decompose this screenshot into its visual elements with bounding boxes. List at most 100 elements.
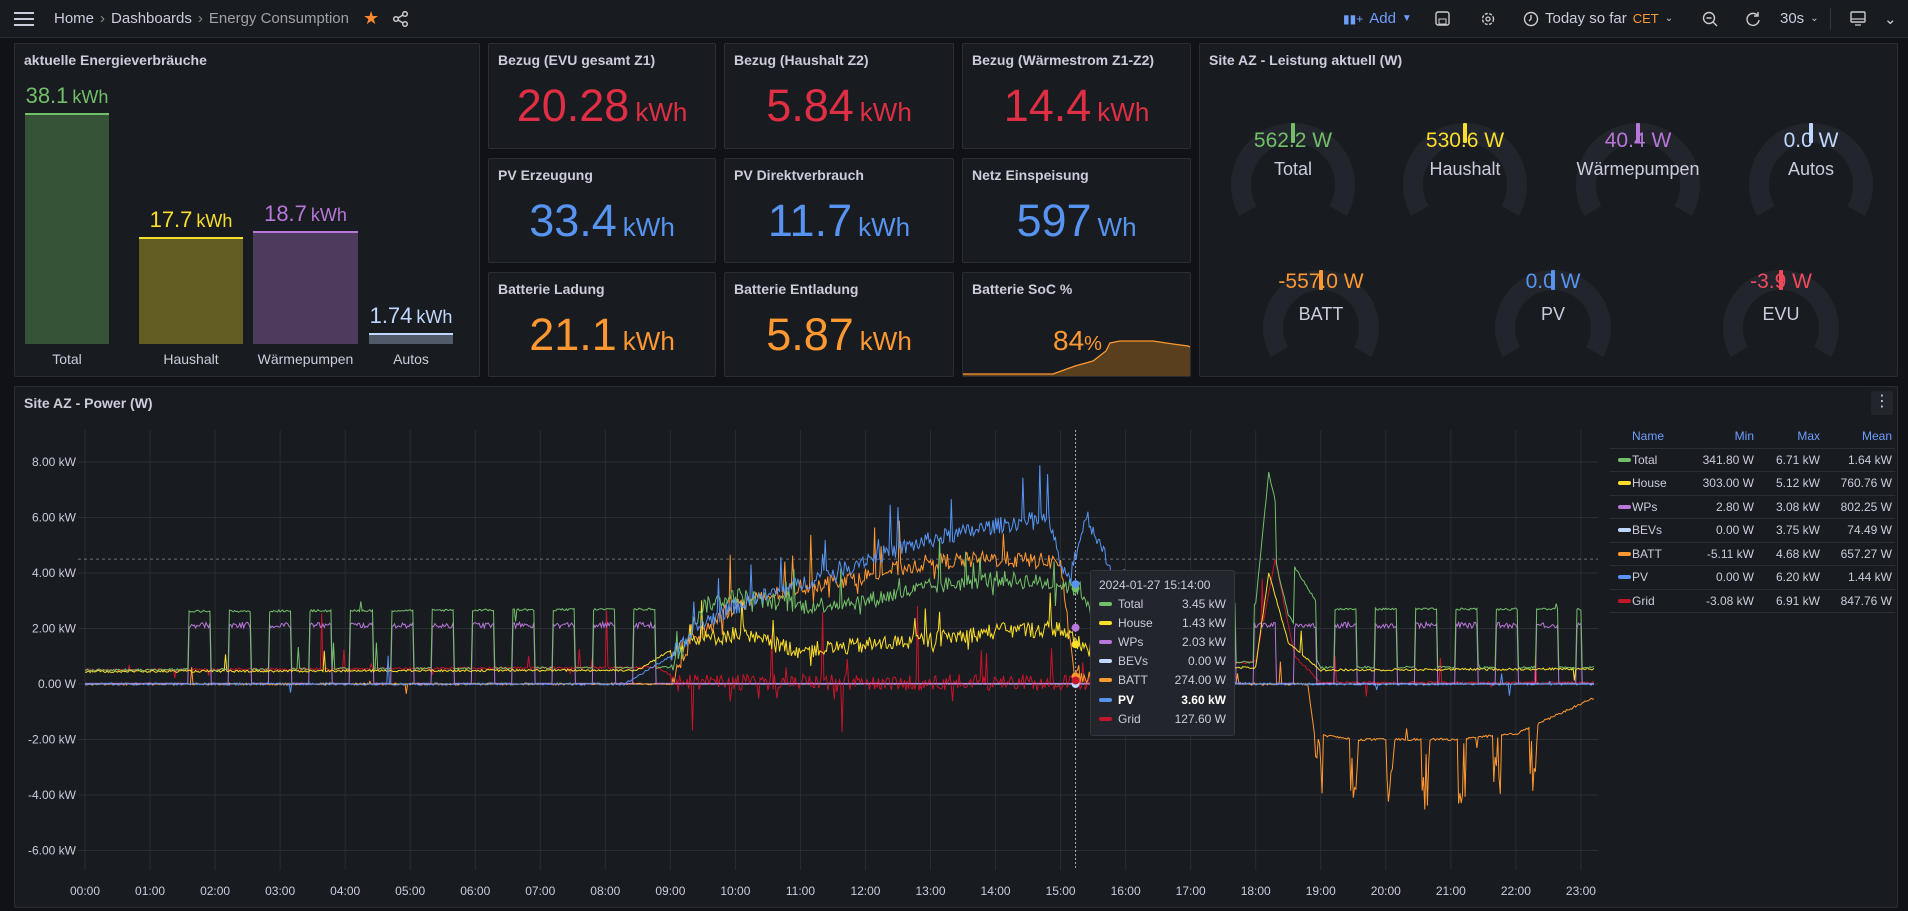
gauge-value: -3.9 W: [1750, 270, 1812, 293]
settings-gear-icon[interactable]: [1480, 11, 1496, 27]
bar-value: 1.74 kWh: [369, 303, 453, 329]
legend-row-house[interactable]: House 303.00 W 5.12 kW 760.76 W: [1610, 472, 1895, 496]
legend-header-name[interactable]: Name: [1632, 429, 1665, 444]
legend-row-pv[interactable]: PV 0.00 W 6.20 kW 1.44 kW: [1610, 566, 1895, 590]
time-range-picker[interactable]: Today so far CET ⌄: [1523, 10, 1673, 27]
legend-min: 2.80 W: [1715, 499, 1754, 514]
menu-icon[interactable]: [14, 11, 36, 27]
value: 5.84: [766, 80, 854, 131]
top-nav: Home › Dashboards › Energy Consumption ★ ▮…: [0, 0, 1908, 38]
legend-name[interactable]: PV: [1632, 570, 1649, 585]
unit: kWh: [859, 326, 912, 356]
timezone-label: CET: [1632, 11, 1659, 26]
stat-value: 11.7 kWh: [725, 195, 953, 247]
breadcrumb-home[interactable]: Home: [54, 10, 95, 27]
refresh-interval-picker[interactable]: 30s ⌄: [1780, 10, 1819, 27]
gauge-arc: [1263, 270, 1379, 357]
gauge-arc: [1231, 123, 1355, 216]
breadcrumb-current: Energy Consumption: [208, 10, 349, 27]
stat-title: Bezug (Wärmestrom Z1-Z2): [972, 52, 1155, 68]
tooltip-series-value: 3.45 kW: [1181, 596, 1226, 611]
stat-panel: Batterie Entladung 5.87 kWh: [724, 272, 954, 377]
legend-row-bevs[interactable]: BEVs 0.00 W 3.75 kW 74.49 W: [1610, 519, 1895, 543]
share-icon[interactable]: [393, 10, 409, 27]
tooltip-series-value: 3.60 kW: [1181, 692, 1226, 707]
gauge-label: Haushalt: [1429, 159, 1501, 179]
bar-label: Autos: [393, 351, 429, 367]
gauge-marker: [1636, 123, 1640, 143]
tooltip-series-value: 127.60 W: [1174, 711, 1226, 726]
unit: kWh: [1097, 97, 1150, 127]
stat-value: 84%: [1053, 325, 1102, 357]
tv-mode-icon[interactable]: [1850, 10, 1866, 27]
unit: kWh: [622, 326, 675, 356]
stat-value: 33.4 kWh: [489, 195, 715, 247]
legend-name[interactable]: BEVs: [1632, 523, 1663, 538]
refresh-interval-label: 30s: [1780, 10, 1805, 27]
chevron-down-icon[interactable]: ⌄: [1884, 10, 1897, 28]
panel-title: Site AZ - Power (W): [24, 395, 153, 411]
tooltip-row: PV 3.60 kW: [1099, 690, 1226, 709]
value: 17.7: [149, 206, 193, 232]
legend-max: 4.68 kW: [1775, 546, 1820, 561]
unit: kWh: [635, 97, 688, 127]
legend-name[interactable]: Total: [1632, 452, 1658, 467]
legend-row-wps[interactable]: WPs 2.80 W 3.08 kW 802.25 W: [1610, 496, 1895, 519]
tooltip-series-name: BATT: [1118, 673, 1148, 688]
series-color-swatch: [1618, 504, 1631, 509]
legend-row-grid[interactable]: Grid -3.08 kW 6.91 kW 847.76 W: [1610, 590, 1895, 613]
gauge-marker: [1551, 270, 1555, 290]
legend-min: 0.00 W: [1715, 523, 1754, 538]
legend-name[interactable]: House: [1632, 476, 1667, 491]
tooltip-series-name: Grid: [1118, 711, 1141, 726]
bar-autos: [369, 333, 453, 344]
bar-haushalt: [139, 236, 243, 344]
value: 38.1: [25, 83, 69, 108]
star-icon[interactable]: ★: [362, 8, 380, 28]
legend-header-min[interactable]: Min: [1734, 429, 1754, 444]
tooltip-row: Total 3.45 kW: [1099, 594, 1226, 613]
value: 18.7: [264, 200, 307, 226]
refresh-icon[interactable]: [1745, 11, 1761, 27]
legend-row-total[interactable]: Total 341.80 W 6.71 kW 1.64 kW: [1610, 449, 1895, 472]
legend-name[interactable]: BATT: [1632, 546, 1662, 561]
tooltip-series-value: 1.43 kW: [1181, 615, 1226, 630]
gauge-marker: [1319, 270, 1323, 290]
stat-value: 14.4 kWh: [963, 80, 1190, 132]
tooltip-series-name: Total: [1118, 596, 1144, 611]
bar-value: 18.7 kWh: [253, 201, 358, 227]
breadcrumb-dashboards[interactable]: Dashboards: [111, 10, 192, 27]
add-button[interactable]: ▮▮+ Add ▼: [1343, 10, 1412, 27]
legend-header-mean[interactable]: Mean: [1861, 429, 1892, 444]
save-icon[interactable]: [1435, 11, 1450, 26]
stat-title: Batterie SoC %: [972, 281, 1073, 297]
legend-name[interactable]: WPs: [1632, 499, 1658, 514]
value: 14.4: [1003, 80, 1092, 131]
gauge-label: PV: [1540, 304, 1565, 324]
legend-name[interactable]: Grid: [1632, 593, 1655, 608]
series-color-swatch: [1099, 697, 1112, 702]
stat-title: Bezug (Haushalt Z2): [734, 52, 869, 68]
legend-max: 5.12 kW: [1775, 476, 1820, 491]
gauge-value: -557.0 W: [1278, 270, 1364, 293]
panel-menu-icon[interactable]: ⋮: [1871, 391, 1893, 415]
tooltip-series-value: 274.00 W: [1174, 673, 1226, 688]
value: 597: [1016, 195, 1092, 246]
unit: %: [1084, 333, 1102, 355]
bar-label: Haushalt: [163, 351, 219, 367]
soc-sparkline: [963, 340, 1190, 376]
tooltip-row: WPs 2.03 kW: [1099, 632, 1226, 651]
gauge-label: EVU: [1762, 304, 1800, 324]
unit: kWh: [310, 204, 347, 225]
legend-row-batt[interactable]: BATT -5.11 kW 4.68 kW 657.27 W: [1610, 543, 1895, 566]
gauge-arc: [1495, 270, 1611, 357]
stat-title: Bezug (EVU gesamt Z1): [498, 52, 656, 68]
tooltip-series-name: BEVs: [1118, 654, 1149, 669]
zoom-out-icon[interactable]: [1702, 11, 1718, 27]
legend-header-max[interactable]: Max: [1797, 429, 1820, 444]
bar-wärmepumpen: [253, 230, 358, 344]
gauge-label: Autos: [1787, 159, 1835, 179]
unit: kWh: [416, 307, 453, 328]
stat-title: Batterie Entladung: [734, 281, 859, 297]
value: 5.87: [766, 309, 854, 360]
